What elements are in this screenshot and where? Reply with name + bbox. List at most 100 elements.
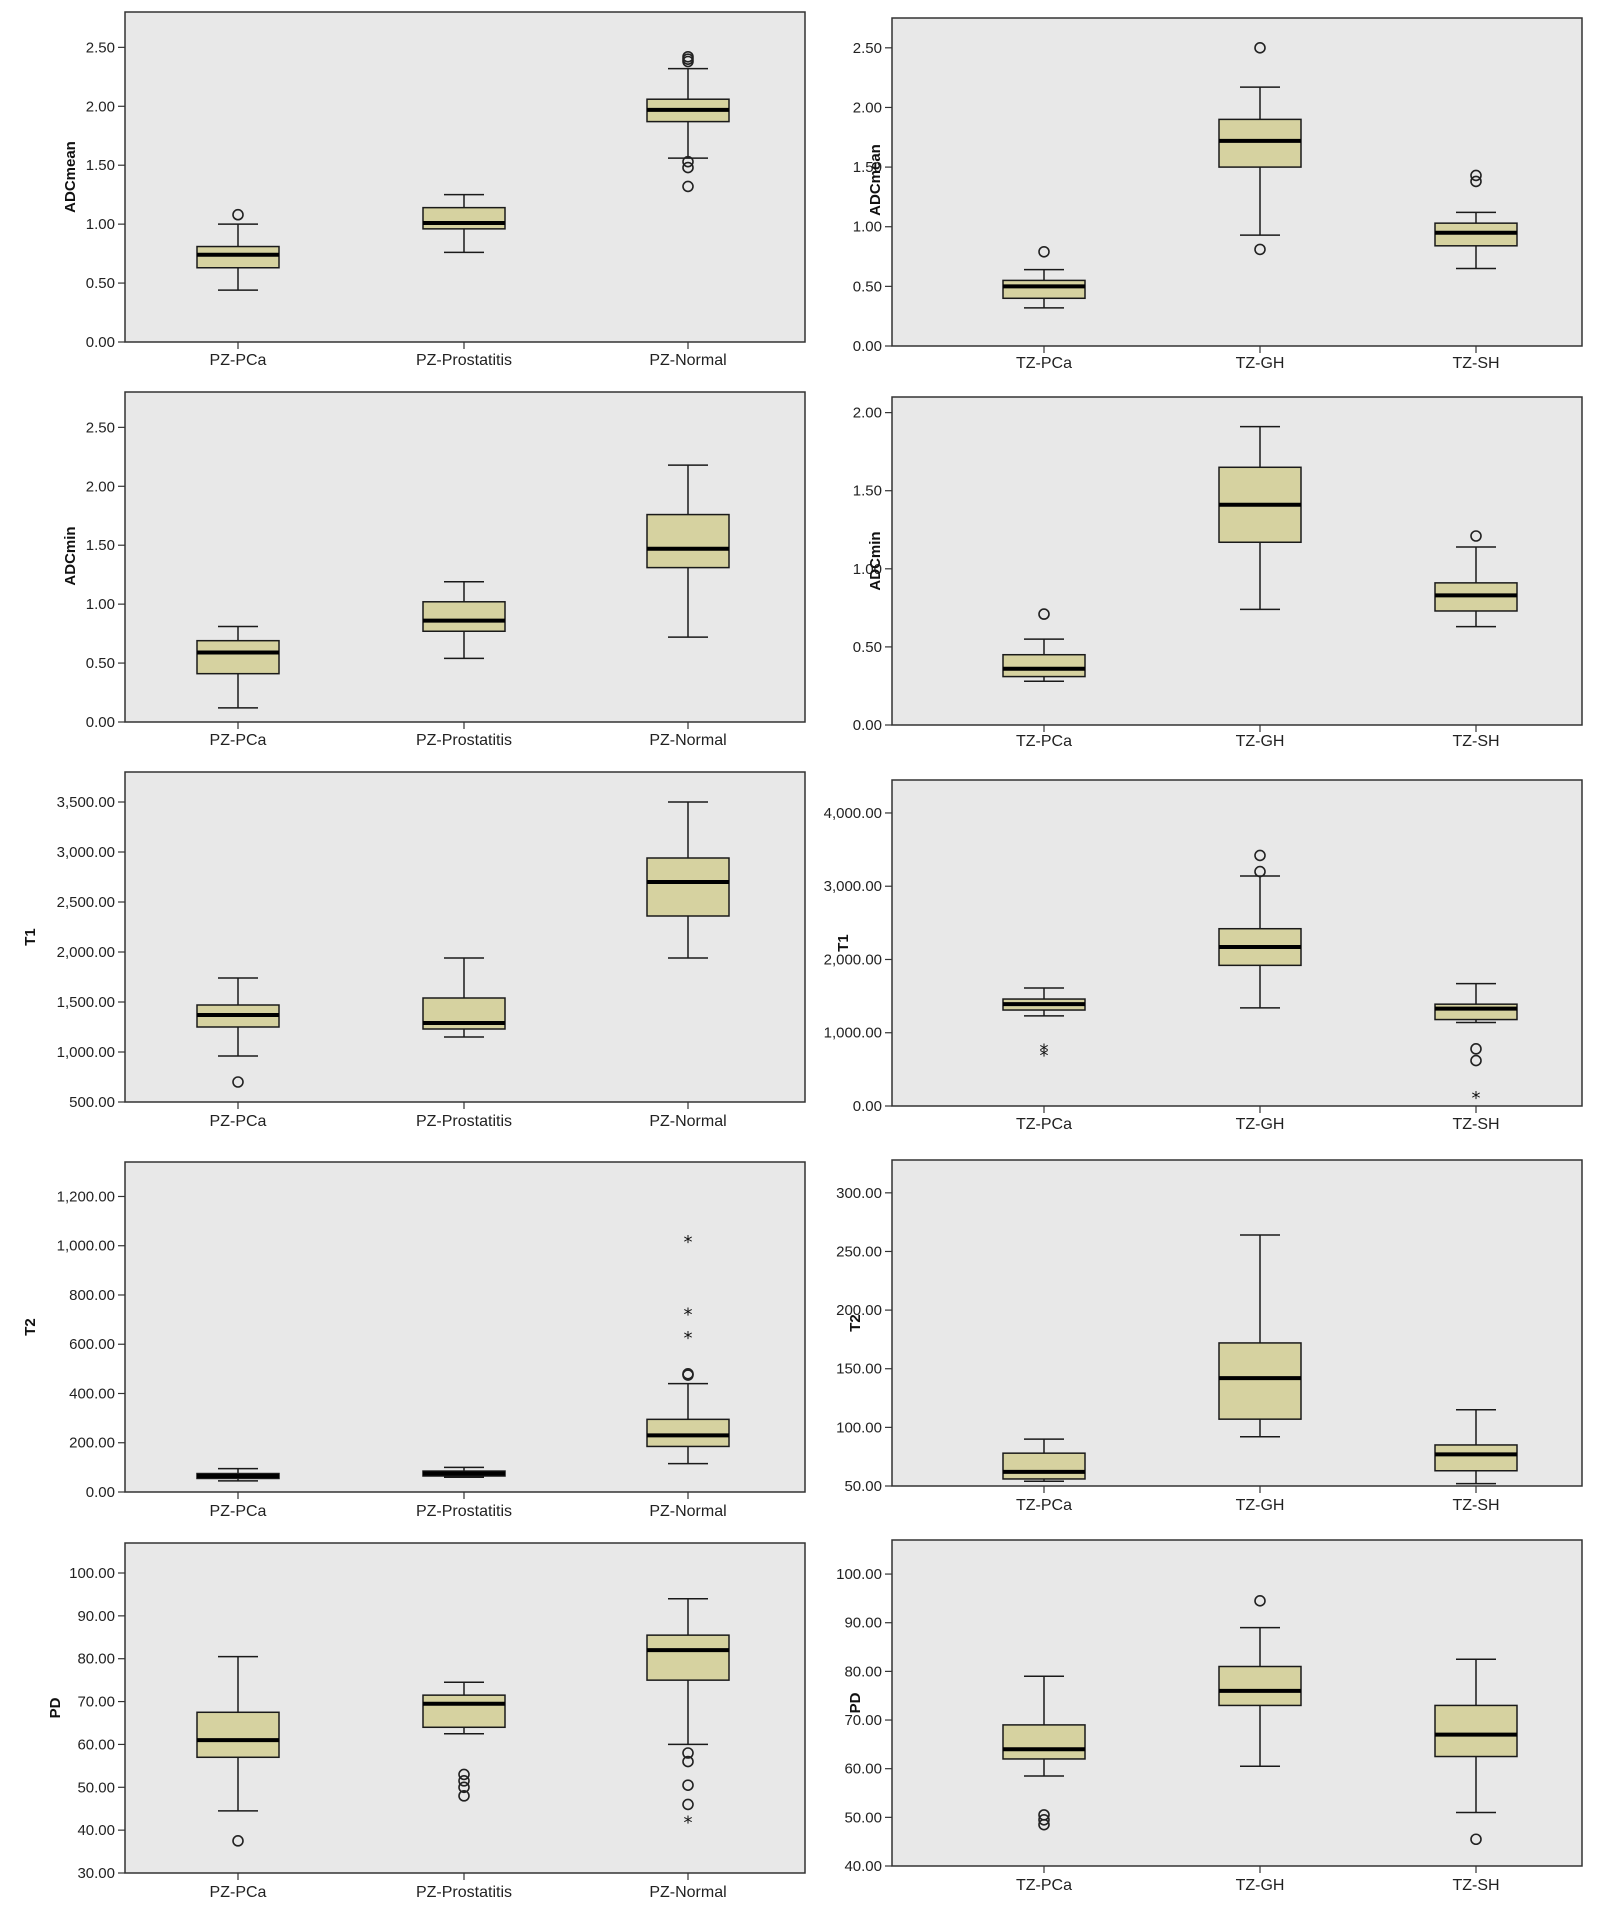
y-tick-label: 50.00 bbox=[844, 1809, 882, 1826]
y-tick-label: 0.00 bbox=[853, 1098, 882, 1115]
iqr-box bbox=[1002, 279, 1086, 300]
y-tick-label: 0.50 bbox=[86, 655, 115, 672]
y-tick-label: 0.00 bbox=[853, 338, 882, 355]
outlier-point bbox=[1470, 1043, 1482, 1055]
category-label: TZ-GH bbox=[1236, 733, 1285, 750]
iqr-box bbox=[646, 857, 730, 917]
y-tick-label: 2.00 bbox=[853, 99, 882, 116]
y-tick-label: 2,000.00 bbox=[824, 951, 882, 968]
category-label: PZ-Prostatitis bbox=[416, 1113, 512, 1130]
y-tick-label: 0.50 bbox=[86, 275, 115, 292]
category-label: TZ-SH bbox=[1452, 355, 1499, 372]
iqr-box bbox=[646, 513, 730, 569]
extreme-point: * bbox=[1472, 1088, 1481, 1109]
outlier-point bbox=[682, 1779, 694, 1791]
y-tick-label: 1.50 bbox=[853, 483, 882, 500]
y-tick-label: 250.00 bbox=[836, 1243, 882, 1260]
y-tick-label: 60.00 bbox=[844, 1761, 882, 1778]
outlier-point bbox=[682, 1367, 694, 1380]
outlier-point bbox=[232, 1835, 244, 1847]
y-tick-label: 50.00 bbox=[844, 1478, 882, 1495]
iqr-box bbox=[422, 206, 506, 230]
y-axis-label: T2 bbox=[847, 1314, 864, 1332]
iqr-box bbox=[646, 1634, 730, 1681]
y-tick-label: 90.00 bbox=[77, 1608, 115, 1625]
y-tick-label: 600.00 bbox=[69, 1336, 115, 1353]
outlier-point bbox=[1254, 865, 1266, 878]
y-axis-label: PD bbox=[47, 1697, 64, 1718]
outlier-point bbox=[1254, 42, 1266, 54]
iqr-box bbox=[1002, 1452, 1086, 1480]
y-tick-label: 1,200.00 bbox=[57, 1188, 115, 1205]
plot-area bbox=[124, 771, 806, 1103]
y-tick-label: 300.00 bbox=[836, 1185, 882, 1202]
y-tick-label: 800.00 bbox=[69, 1287, 115, 1304]
y-tick-label: 1.50 bbox=[853, 159, 882, 176]
plot-area bbox=[891, 1159, 1583, 1487]
category-label: TZ-PCa bbox=[1016, 355, 1072, 372]
outlier-point bbox=[682, 161, 694, 174]
y-tick-label: 40.00 bbox=[844, 1858, 882, 1875]
outlier-point bbox=[1254, 243, 1266, 256]
iqr-box bbox=[1434, 1444, 1518, 1472]
y-tick-label: 2,500.00 bbox=[57, 894, 115, 911]
category-label: TZ-PCa bbox=[1016, 1116, 1072, 1133]
outlier-point bbox=[458, 1775, 470, 1787]
outlier-point bbox=[1470, 175, 1482, 188]
y-tick-label: 150.00 bbox=[836, 1361, 882, 1378]
outlier-point bbox=[682, 1755, 694, 1768]
category-label: PZ-Normal bbox=[649, 1884, 726, 1901]
y-tick-label: 100.00 bbox=[836, 1419, 882, 1436]
y-tick-label: 90.00 bbox=[844, 1615, 882, 1632]
y-tick-label: 4,000.00 bbox=[824, 805, 882, 822]
iqr-box bbox=[1002, 653, 1086, 678]
y-tick-label: 60.00 bbox=[77, 1736, 115, 1753]
y-tick-label: 200.00 bbox=[69, 1435, 115, 1452]
iqr-box bbox=[1434, 1003, 1518, 1021]
iqr-box bbox=[646, 1418, 730, 1448]
outlier-point bbox=[1470, 169, 1482, 182]
y-axis-label: ADCmin bbox=[62, 526, 79, 585]
outlier-point bbox=[458, 1790, 470, 1802]
category-label: PZ-PCa bbox=[210, 1884, 267, 1901]
y-tick-label: 70.00 bbox=[77, 1694, 115, 1711]
y-tick-label: 1.00 bbox=[86, 596, 115, 613]
y-tick-label: 2.00 bbox=[853, 405, 882, 422]
y-tick-label: 2.00 bbox=[86, 478, 115, 495]
category-label: PZ-Prostatitis bbox=[416, 352, 512, 369]
y-tick-label: 1.00 bbox=[853, 219, 882, 236]
category-label: TZ-PCa bbox=[1016, 1497, 1072, 1514]
category-label: TZ-GH bbox=[1236, 1877, 1285, 1894]
y-tick-label: 400.00 bbox=[69, 1385, 115, 1402]
iqr-box bbox=[422, 601, 506, 632]
y-tick-label: 500.00 bbox=[69, 1094, 115, 1111]
outlier-point bbox=[1254, 1595, 1266, 1607]
y-axis-label: ADCmin bbox=[867, 531, 884, 590]
y-tick-label: 2.00 bbox=[86, 98, 115, 115]
y-tick-label: 200.00 bbox=[836, 1302, 882, 1319]
y-tick-label: 0.50 bbox=[853, 639, 882, 656]
outlier-point bbox=[232, 1076, 244, 1088]
plot-area bbox=[891, 396, 1583, 726]
category-label: TZ-SH bbox=[1452, 1116, 1499, 1133]
category-label: PZ-PCa bbox=[210, 732, 267, 749]
y-tick-label: 0.00 bbox=[853, 717, 882, 734]
outlier-point bbox=[682, 50, 694, 63]
category-label: PZ-Normal bbox=[649, 1503, 726, 1520]
extreme-point: * bbox=[684, 1232, 693, 1253]
outlier-point bbox=[1470, 1054, 1482, 1067]
y-tick-label: 80.00 bbox=[77, 1651, 115, 1668]
category-label: PZ-Normal bbox=[649, 1113, 726, 1130]
iqr-box bbox=[1002, 1724, 1086, 1760]
y-tick-label: 0.00 bbox=[86, 1484, 115, 1501]
outlier-point bbox=[682, 155, 694, 168]
y-tick-label: 50.00 bbox=[77, 1779, 115, 1796]
category-label: TZ-SH bbox=[1452, 733, 1499, 750]
iqr-box bbox=[1434, 1704, 1518, 1758]
extreme-point: * bbox=[1040, 1041, 1049, 1062]
outlier-point bbox=[1038, 245, 1050, 258]
outlier-point bbox=[458, 1768, 470, 1781]
plot-area bbox=[124, 11, 806, 343]
y-tick-label: 3,000.00 bbox=[57, 844, 115, 861]
